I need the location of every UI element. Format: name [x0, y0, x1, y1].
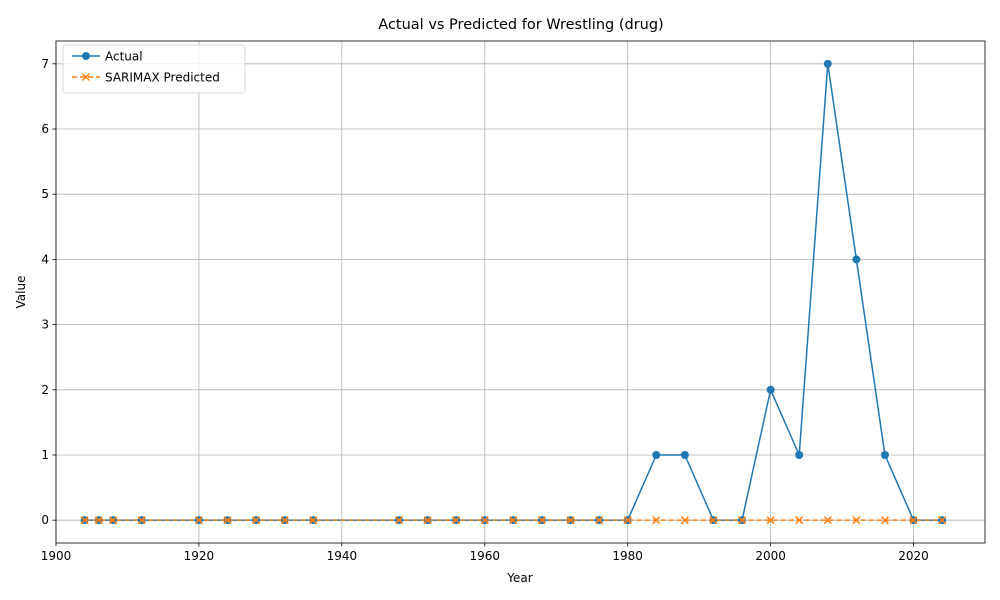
- y-tick-label: 0: [41, 513, 49, 527]
- data-point-actual: [680, 450, 689, 459]
- y-tick-label: 1: [41, 448, 49, 462]
- data-point-predicted: [280, 516, 289, 525]
- data-point-predicted: [80, 516, 89, 525]
- series-layer: [80, 59, 947, 525]
- data-point-predicted: [823, 516, 832, 525]
- grid: [55, 41, 985, 543]
- legend-predicted-marker: [81, 72, 91, 82]
- data-point-predicted: [423, 516, 432, 525]
- series-line-0: [84, 63, 943, 521]
- data-point-predicted: [652, 516, 661, 525]
- data-point-predicted: [595, 516, 604, 525]
- data-point-predicted: [394, 516, 404, 525]
- data-point-predicted: [709, 516, 718, 525]
- x-tick-label: 1960: [469, 549, 500, 563]
- data-point-predicted: [480, 516, 489, 525]
- data-point-predicted: [109, 516, 118, 525]
- data-point-actual: [880, 450, 889, 459]
- x-axis-title: Year: [506, 571, 532, 585]
- data-point-predicted: [938, 516, 947, 525]
- data-point-predicted: [566, 516, 575, 525]
- x-tick-label: 1940: [327, 549, 358, 563]
- plot-area-frame: [55, 40, 986, 544]
- data-point-predicted: [795, 516, 804, 525]
- legend-box: [62, 44, 246, 94]
- data-point-predicted: [766, 516, 775, 525]
- x-tick-label: 2020: [898, 549, 929, 563]
- y-tick-label: 5: [41, 187, 49, 201]
- x-tick-label: 1900: [41, 549, 72, 563]
- legend-label-actual: Actual: [105, 50, 143, 64]
- axis-ticks: 1900 1920 1940 1960 1980 2000 2020 0 1 2 3 4 5 6 7: [41, 57, 929, 563]
- data-point-predicted: [309, 516, 318, 525]
- data-point-predicted: [223, 516, 232, 525]
- data-point-predicted: [452, 516, 461, 525]
- x-tick-label: 1920: [184, 549, 215, 563]
- data-point-predicted: [137, 516, 146, 525]
- data-point-predicted: [537, 516, 546, 525]
- y-tick-label: 3: [41, 318, 49, 332]
- data-point-predicted: [623, 516, 632, 525]
- data-point-actual: [652, 450, 661, 459]
- y-axis-title: Value: [14, 276, 28, 309]
- x-tick-label: 1980: [612, 549, 643, 563]
- legend-label-predicted: SARIMAX Predicted: [105, 71, 220, 85]
- y-tick-label: 6: [41, 122, 49, 136]
- legend: Actual SARIMAX Predicted: [62, 44, 246, 94]
- y-tick-label: 7: [41, 57, 49, 71]
- data-point-actual: [823, 59, 832, 68]
- data-point-predicted: [509, 516, 518, 525]
- data-point-predicted: [252, 516, 261, 525]
- data-point-predicted: [738, 516, 747, 525]
- data-point-predicted: [680, 516, 689, 525]
- data-point-predicted: [909, 516, 918, 525]
- y-tick-label: 4: [41, 252, 49, 266]
- x-tick-label: 2000: [755, 549, 786, 563]
- data-point-predicted: [852, 516, 861, 525]
- data-point-actual: [766, 385, 775, 394]
- data-point-predicted: [880, 516, 889, 525]
- data-point-predicted: [94, 516, 103, 525]
- chart-title: Actual vs Predicted for Wrestling (drug): [378, 17, 663, 33]
- y-tick-label: 2: [41, 383, 49, 397]
- data-point-actual: [795, 450, 804, 459]
- data-point-predicted: [194, 516, 203, 525]
- data-point-actual: [852, 255, 861, 264]
- legend-actual-marker: [82, 52, 90, 60]
